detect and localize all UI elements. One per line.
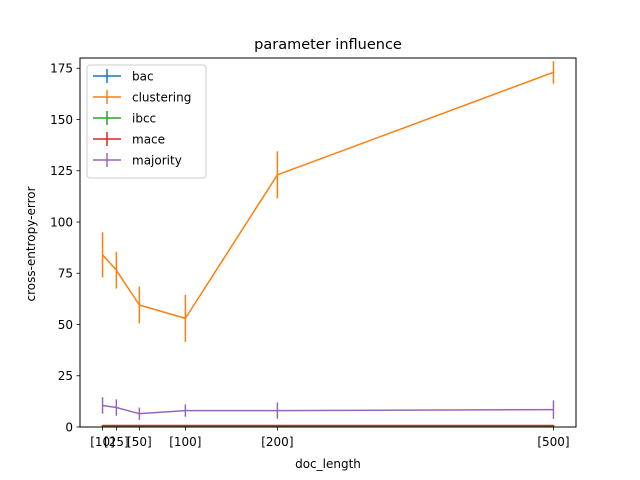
x-tick-label: [100] bbox=[169, 435, 201, 449]
y-tick-label: 125 bbox=[50, 164, 73, 178]
y-axis: 0 25 50 75 100 125 150 175 bbox=[50, 62, 80, 434]
series-line-clustering bbox=[101, 71, 554, 320]
legend-label: mace bbox=[132, 132, 165, 146]
legend-entry-bac: bac bbox=[93, 69, 154, 83]
legend-label: bac bbox=[132, 69, 154, 83]
legend-label: majority bbox=[132, 153, 182, 167]
x-tick-label: [50] bbox=[127, 435, 152, 449]
x-axis: [10][25][50] [100] [200] [500] bbox=[90, 427, 570, 449]
legend-label: ibcc bbox=[132, 111, 156, 125]
x-axis-label: doc_length bbox=[295, 457, 361, 471]
x-tick-label: [500] bbox=[537, 435, 569, 449]
plot-area-frame bbox=[79, 57, 577, 428]
y-tick-label: 75 bbox=[58, 267, 73, 281]
series-layer bbox=[101, 61, 555, 427]
x-tick-label: [200] bbox=[261, 435, 293, 449]
legend-box bbox=[86, 64, 207, 179]
x-tick-label: [25] bbox=[104, 435, 129, 449]
x-tick-label: [10] bbox=[90, 435, 115, 449]
y-axis-label: cross-entropy-error bbox=[24, 186, 38, 301]
y-tick-label: 100 bbox=[50, 215, 73, 229]
series-mace bbox=[101, 424, 555, 427]
series-majority bbox=[101, 397, 555, 420]
legend-entry-ibcc: ibcc bbox=[93, 111, 156, 125]
legend-entry-majority: majority bbox=[93, 153, 182, 167]
y-tick-label: 25 bbox=[58, 369, 73, 383]
chart-title: parameter influence bbox=[254, 37, 402, 53]
legend-entry-clustering: clustering bbox=[93, 90, 191, 104]
y-tick-label: 175 bbox=[50, 62, 73, 76]
series-line-majority bbox=[102, 404, 554, 415]
series-clustering bbox=[101, 61, 555, 342]
y-tick-label: 0 bbox=[65, 420, 73, 434]
y-tick-label: 50 bbox=[58, 318, 73, 332]
legend: bac clustering ibcc mace majority bbox=[86, 64, 207, 179]
legend-label: clustering bbox=[132, 90, 191, 104]
y-tick-label: 150 bbox=[50, 113, 73, 127]
legend-entry-mace: mace bbox=[93, 132, 165, 146]
